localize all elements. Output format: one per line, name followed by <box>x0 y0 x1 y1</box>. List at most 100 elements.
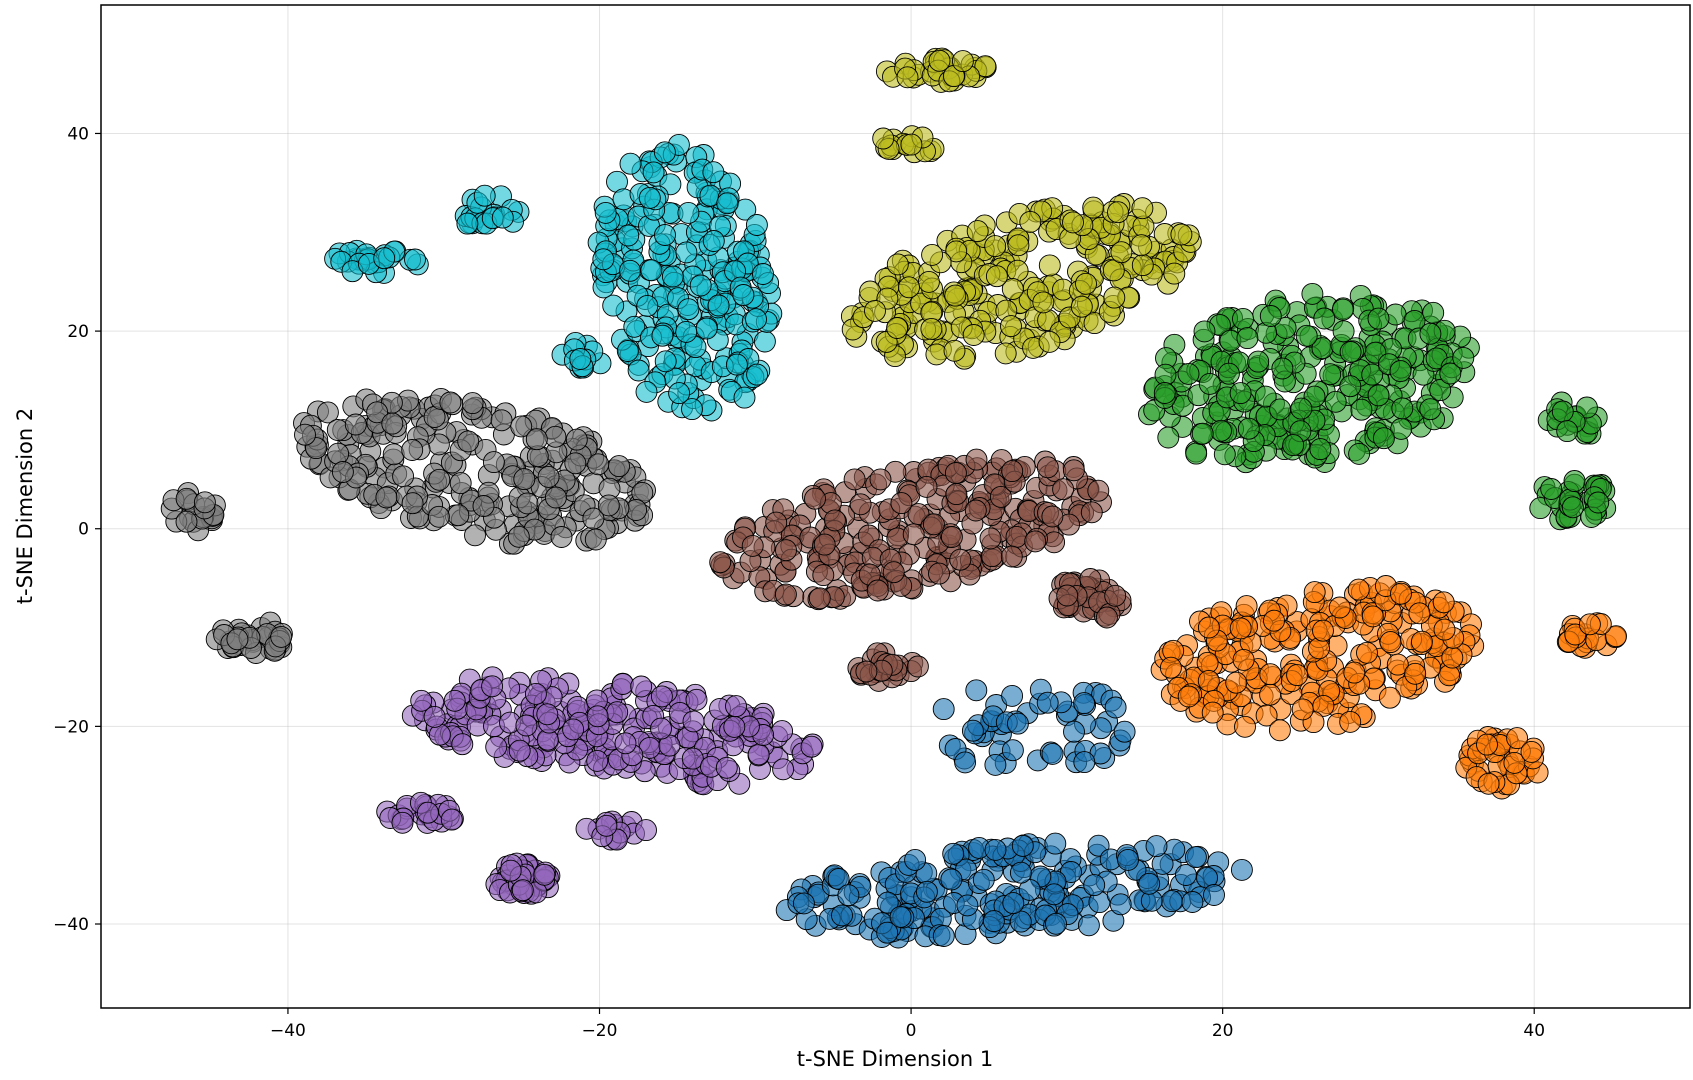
data-point <box>1271 357 1294 380</box>
data-point <box>464 524 486 547</box>
data-point <box>294 423 316 446</box>
data-point <box>1210 419 1232 442</box>
data-point <box>1429 379 1452 402</box>
data-point <box>440 808 463 831</box>
data-point <box>753 330 776 353</box>
data-point <box>491 206 514 229</box>
data-point <box>1036 691 1059 714</box>
data-point <box>457 430 480 453</box>
data-point <box>1389 360 1412 383</box>
data-point <box>725 695 747 718</box>
data-point <box>685 688 708 711</box>
data-point <box>1000 545 1023 568</box>
data-point <box>804 487 826 510</box>
data-point <box>689 274 712 297</box>
data-point <box>614 732 637 755</box>
data-point <box>602 294 625 317</box>
data-point <box>746 363 769 386</box>
data-point <box>774 583 797 606</box>
data-point <box>1006 259 1029 282</box>
data-point <box>725 353 748 376</box>
data-point <box>1075 272 1097 295</box>
data-point <box>1019 210 1042 233</box>
data-point <box>533 863 556 886</box>
data-point <box>925 343 948 366</box>
data-point <box>1232 307 1254 330</box>
y-axis-title: t-SNE Dimension 2 <box>13 408 37 604</box>
data-point <box>611 673 634 695</box>
data-point <box>654 224 676 246</box>
data-point <box>965 448 988 471</box>
data-point <box>651 324 674 347</box>
data-point <box>675 320 698 343</box>
data-point <box>1404 662 1427 685</box>
data-point <box>1157 426 1180 449</box>
data-point <box>915 880 938 903</box>
data-point <box>226 628 249 651</box>
data-point <box>866 579 889 602</box>
data-point <box>619 152 642 175</box>
data-point <box>864 299 886 322</box>
data-point <box>473 184 496 207</box>
data-point <box>1290 397 1313 420</box>
data-point <box>175 487 198 510</box>
data-point <box>1138 872 1161 895</box>
data-point <box>1197 616 1220 639</box>
data-point <box>1561 496 1584 519</box>
data-point <box>932 925 955 947</box>
data-point <box>1587 491 1610 514</box>
data-point <box>944 284 967 307</box>
data-point <box>1295 324 1318 347</box>
data-point <box>1062 211 1084 234</box>
data-point <box>890 492 913 515</box>
data-point <box>1237 417 1260 440</box>
data-point <box>951 50 974 73</box>
data-point <box>1452 346 1475 369</box>
data-point <box>982 910 1005 933</box>
data-point <box>1391 397 1414 420</box>
data-point <box>586 705 609 728</box>
data-point <box>439 391 462 414</box>
data-point <box>1201 701 1224 724</box>
data-point <box>1001 684 1024 707</box>
data-point <box>677 201 700 224</box>
data-point <box>653 141 676 164</box>
data-point <box>1254 385 1277 408</box>
data-point <box>855 660 878 683</box>
data-point <box>1032 291 1055 314</box>
data-point <box>456 212 479 235</box>
data-point <box>882 561 905 584</box>
data-point <box>1408 602 1431 625</box>
data-point <box>1062 459 1085 482</box>
data-point <box>1291 698 1314 721</box>
data-point <box>1005 525 1028 548</box>
data-point <box>1073 692 1096 715</box>
data-point <box>595 814 618 837</box>
data-point <box>482 451 505 474</box>
data-point <box>661 265 684 288</box>
data-point <box>562 718 585 741</box>
data-point <box>1259 683 1282 706</box>
data-point <box>1087 479 1110 502</box>
data-point <box>733 386 756 409</box>
data-point <box>1605 625 1627 648</box>
data-point <box>1104 584 1127 607</box>
data-point <box>636 294 659 317</box>
data-point <box>1080 501 1103 524</box>
data-point <box>1107 201 1129 224</box>
data-point <box>709 551 732 574</box>
data-point <box>449 472 472 495</box>
data-point <box>1002 892 1025 915</box>
data-point <box>640 259 663 282</box>
data-point <box>932 698 955 721</box>
data-point <box>1056 584 1079 607</box>
data-point <box>961 719 984 742</box>
data-point <box>886 253 909 276</box>
data-point <box>565 428 588 451</box>
data-point <box>956 894 979 917</box>
data-point <box>1043 883 1065 906</box>
data-point <box>1163 262 1186 285</box>
data-point <box>1044 832 1067 855</box>
data-point <box>525 428 548 451</box>
